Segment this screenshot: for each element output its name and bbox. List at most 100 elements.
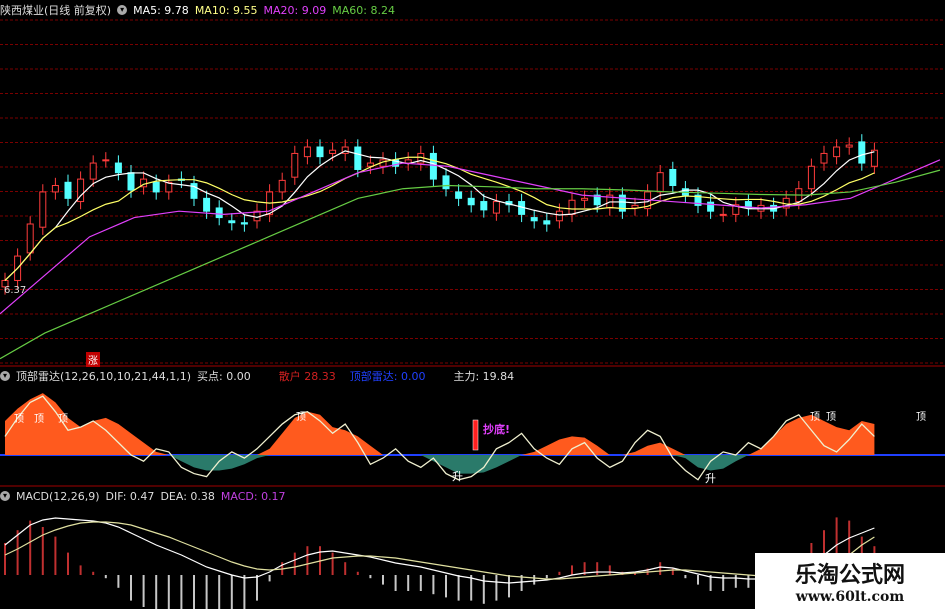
candle-body xyxy=(492,201,500,214)
candle-body xyxy=(807,165,815,190)
candle-body xyxy=(316,146,324,158)
low-price-label: 6.37 xyxy=(4,285,27,296)
candle-body xyxy=(114,162,122,174)
candle-body xyxy=(89,162,97,180)
watermark-name: 乐淘公式网 xyxy=(794,562,905,588)
retail-value: 散户 28.33 xyxy=(278,370,336,383)
ma20-line xyxy=(0,159,941,315)
top-radar-panel xyxy=(0,393,945,481)
candle-body xyxy=(341,146,349,154)
candle-body xyxy=(845,144,853,148)
candle-body xyxy=(543,220,551,225)
dropdown-icon[interactable]: ▾ xyxy=(117,5,128,15)
candle-body xyxy=(858,141,866,164)
candle-body xyxy=(656,172,664,193)
radar-positive-area xyxy=(5,393,875,455)
top-marker: 顶 xyxy=(826,412,836,423)
main-force-value: 主力: 19.84 xyxy=(453,370,515,383)
candle-body xyxy=(694,194,702,206)
ma60-line xyxy=(0,169,941,360)
ma5-line xyxy=(4,150,875,281)
candle-body xyxy=(64,181,72,199)
candle-body xyxy=(190,183,198,199)
top-marker: 顶 xyxy=(34,414,44,425)
candle-body xyxy=(77,178,85,203)
candle-body xyxy=(467,197,475,206)
dif-line xyxy=(4,517,875,584)
main-header: 陕西煤业(日线 前复权) ▾ MA5: 9.78 MA10: 9.55 MA20… xyxy=(0,2,395,18)
candle-body xyxy=(127,172,135,191)
candle-body xyxy=(707,201,715,212)
macd-panel xyxy=(4,517,876,609)
macd-header: ▾ MACD(12,26,9) DIF: 0.47 DEA: 0.38 MACD… xyxy=(0,488,286,504)
dropdown-icon[interactable]: ▾ xyxy=(0,371,10,381)
candle-body xyxy=(455,191,463,199)
candle-body xyxy=(329,149,337,154)
candle-body xyxy=(555,210,563,222)
top-marker: 顶 xyxy=(810,412,820,423)
moving-average-lines xyxy=(0,150,941,360)
gridlines xyxy=(0,19,945,364)
radar-header: ▾ 顶部雷达(12,26,10,10,21,44,1,1) 买点: 0.00 散… xyxy=(0,368,514,384)
top-marker: 顶 xyxy=(14,414,24,425)
dea-line xyxy=(4,521,875,580)
candle-body xyxy=(51,185,59,193)
candle-body xyxy=(593,194,601,206)
top-marker: 顶 xyxy=(296,412,306,423)
candle-body xyxy=(152,181,160,193)
candle-body xyxy=(568,199,576,215)
up-marker: 升 xyxy=(452,470,463,483)
candle-body xyxy=(669,168,677,187)
ma10-value: MA10: 9.55 xyxy=(194,3,258,17)
candle-body xyxy=(480,201,488,211)
candle-body xyxy=(581,197,589,201)
watermark-logo: 乐淘公式网 www.60lt.com xyxy=(755,553,945,609)
candle-body xyxy=(26,223,34,254)
ma10-line xyxy=(4,156,875,281)
candle-body xyxy=(833,146,841,158)
candle-body xyxy=(870,149,878,167)
candle-body xyxy=(140,178,148,188)
candle-body xyxy=(215,207,223,219)
macd-value: MACD: 0.17 xyxy=(220,489,286,503)
dif-value: DIF: 0.47 xyxy=(105,489,155,503)
bottom-signal-bar xyxy=(472,419,479,451)
dropdown-icon[interactable]: ▾ xyxy=(0,491,10,501)
candle-body xyxy=(429,152,437,180)
radar-title: 顶部雷达(12,26,10,10,21,44,1,1) xyxy=(16,370,192,383)
rise-marker: 涨 xyxy=(86,352,100,367)
ma60-value: MA60: 8.24 xyxy=(332,3,395,17)
candle-body xyxy=(442,175,450,190)
candle-body xyxy=(102,159,110,162)
candle-body xyxy=(240,222,248,225)
top-radar-value: 顶部雷达: 0.00 xyxy=(349,370,426,383)
stock-title: 陕西煤业(日线 前复权) xyxy=(0,4,112,17)
top-marker: 顶 xyxy=(916,412,926,423)
radar-line xyxy=(4,395,875,481)
top-marker: 顶 xyxy=(58,414,68,425)
macd-title: MACD(12,26,9) xyxy=(16,489,100,503)
candle-body xyxy=(278,179,286,193)
candle-body xyxy=(228,220,236,224)
candle-body xyxy=(165,181,173,193)
up-marker: 升 xyxy=(705,472,716,485)
candle-body xyxy=(732,204,740,215)
candle-body xyxy=(366,162,374,167)
candle-body xyxy=(744,201,752,209)
bottom-signal-label: 抄底! xyxy=(483,423,511,436)
candle-body xyxy=(719,213,727,216)
watermark-url: www.60lt.com xyxy=(795,589,905,605)
ma20-value: MA20: 9.09 xyxy=(263,3,327,17)
candle-body xyxy=(203,197,211,212)
candlesticks xyxy=(1,134,878,295)
candle-body xyxy=(820,152,828,164)
candle-body xyxy=(39,191,47,228)
candle-body xyxy=(618,194,626,212)
ma5-value: MA5: 9.78 xyxy=(133,3,189,17)
candle-body xyxy=(291,152,299,178)
candle-body xyxy=(354,146,362,170)
candle-body xyxy=(303,146,311,158)
buy-point: 买点: 0.00 xyxy=(197,370,251,383)
dea-value: DEA: 0.38 xyxy=(160,489,215,503)
